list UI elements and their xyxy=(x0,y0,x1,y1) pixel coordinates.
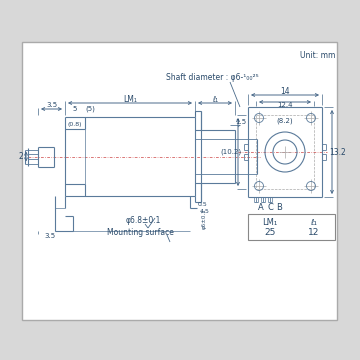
Text: 0.5: 0.5 xyxy=(198,202,208,207)
Text: Mounting surface: Mounting surface xyxy=(107,228,174,237)
Text: B: B xyxy=(276,202,282,212)
Text: LM₁: LM₁ xyxy=(123,95,137,104)
Text: 25: 25 xyxy=(264,228,275,237)
Text: (5): (5) xyxy=(85,106,95,112)
Text: 1.5: 1.5 xyxy=(235,119,247,125)
Text: Shaft diameter : φ6-¹₀₀²⁵: Shaft diameter : φ6-¹₀₀²⁵ xyxy=(166,72,258,81)
Text: A: A xyxy=(258,202,264,212)
Text: (8.2): (8.2) xyxy=(277,118,293,124)
Text: 12: 12 xyxy=(307,228,319,237)
Text: ℓ₁: ℓ₁ xyxy=(212,95,218,104)
Text: (0.8): (0.8) xyxy=(68,122,82,126)
Text: 5: 5 xyxy=(73,106,77,112)
Text: 4.5: 4.5 xyxy=(200,208,210,213)
Text: 12.4: 12.4 xyxy=(277,102,293,108)
Text: Unit: mm: Unit: mm xyxy=(300,50,335,59)
Text: 14: 14 xyxy=(280,86,290,95)
Text: ℓ₁: ℓ₁ xyxy=(310,217,317,226)
Text: C: C xyxy=(267,202,273,212)
Text: (10.2): (10.2) xyxy=(220,149,242,155)
Bar xyxy=(22,42,337,320)
Text: 3.5: 3.5 xyxy=(46,102,57,108)
Text: 2: 2 xyxy=(19,152,23,161)
Text: 13.2: 13.2 xyxy=(330,148,346,157)
Bar xyxy=(248,214,335,240)
Text: φ6±0.1: φ6±0.1 xyxy=(202,209,207,229)
Text: φ6.8±0.1: φ6.8±0.1 xyxy=(125,216,161,225)
Text: 3.5: 3.5 xyxy=(44,233,55,239)
Text: LM₁: LM₁ xyxy=(262,217,277,226)
